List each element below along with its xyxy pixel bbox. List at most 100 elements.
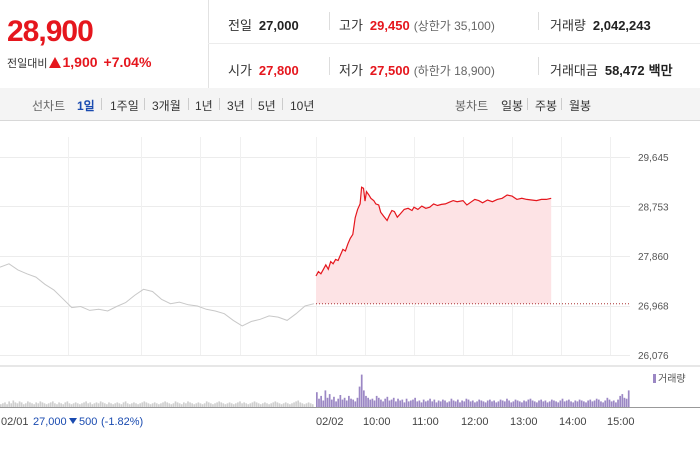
volume-bar-today — [384, 398, 387, 407]
volume-bar-today — [469, 401, 472, 407]
volume-bar-today — [625, 398, 628, 407]
volume-bar-prev — [207, 402, 210, 407]
volume-bar-today — [427, 400, 429, 407]
volume-bar-today — [454, 401, 457, 407]
volume-bar-today — [572, 402, 575, 407]
volume-bar-prev — [149, 404, 152, 407]
tab-3year[interactable]: 3년 — [227, 99, 245, 113]
volume-bar-today — [375, 395, 378, 407]
volume-bar-prev — [33, 404, 35, 407]
volume-bar-today — [568, 399, 570, 407]
volume-bar-prev — [191, 403, 193, 407]
volume-bar-today — [544, 400, 547, 407]
prev-day-line — [0, 263, 315, 327]
left-close-value: 27,000 — [33, 416, 67, 428]
tab-weekly-candle[interactable]: 주봉 — [535, 99, 558, 113]
volume-bar-prev — [83, 402, 85, 407]
volume-bar-today — [585, 402, 587, 407]
volume-bar-prev — [189, 402, 191, 407]
volume-bar-prev — [276, 402, 279, 407]
stat-high: 고가 29,450 (상한가 35,100) — [339, 15, 495, 34]
volume-bar-prev — [39, 401, 42, 407]
volume-bar-prev — [224, 404, 227, 407]
volume-bar-today — [360, 374, 363, 407]
volume-bar-prev — [6, 404, 8, 407]
x-tick-label: 15:00 — [607, 416, 635, 428]
volume-bar-prev — [262, 403, 264, 407]
volume-legend-label: 거래량 — [658, 373, 686, 385]
stat-label: 전일 — [228, 18, 252, 33]
volume-bar-prev — [237, 402, 239, 407]
volume-bar-prev — [18, 401, 21, 407]
volume-bar-prev — [259, 404, 262, 407]
volume-bar-prev — [203, 403, 206, 407]
volume-bar-today — [330, 399, 333, 407]
volume-bar-today — [358, 386, 361, 407]
volume-bar-prev — [170, 404, 173, 407]
volume-bar-today — [316, 392, 318, 407]
left-change-value: 500 — [79, 416, 97, 428]
volume-bar-prev — [185, 403, 187, 407]
volume-bar-today — [369, 399, 372, 407]
today-area-group — [316, 187, 552, 304]
tab-1year[interactable]: 1년 — [195, 99, 213, 113]
volume-bar-prev — [72, 403, 75, 407]
volume-bar-today — [437, 400, 440, 407]
tab-monthly-candle[interactable]: 월봉 — [569, 99, 592, 113]
current-price: 28,900 — [7, 15, 94, 48]
stats-grid: 전일 27,000 고가 29,450 (상한가 35,100) 거래량 2,042,2… — [208, 0, 700, 88]
divider — [282, 98, 283, 110]
volume-bar-prev — [264, 402, 266, 407]
volume-bar-today — [510, 402, 513, 407]
volume-bar-today — [339, 395, 342, 407]
divider — [329, 57, 330, 75]
volume-bar-today — [459, 402, 461, 407]
volume-bar-prev — [62, 404, 65, 407]
volume-bar-prev — [43, 403, 46, 407]
tab-10year[interactable]: 10년 — [290, 99, 315, 113]
tab-1week[interactable]: 1주일 — [110, 99, 139, 113]
tab-3month[interactable]: 3개월 — [152, 99, 181, 113]
volume-bar-today — [388, 400, 391, 407]
volume-bar-prev — [103, 403, 106, 407]
volume-bar-today — [593, 400, 596, 407]
volume-bar-prev — [164, 401, 166, 407]
divider — [101, 98, 102, 110]
x-axis-labels: 02/01 27,000 500 (-1.82%) 02/02 10:00 11:00 12:… — [1, 416, 635, 428]
volume-bar-today — [343, 397, 346, 408]
tab-daily-candle[interactable]: 일봉 — [501, 99, 524, 113]
volume-bar-prev — [197, 402, 200, 407]
volume-bar-today — [450, 398, 453, 407]
tab-5year[interactable]: 5년 — [258, 99, 276, 113]
volume-bar-today — [354, 401, 357, 407]
volume-bar-prev — [116, 402, 119, 407]
volume-bar-today — [476, 401, 478, 407]
volume-bar-prev — [41, 402, 44, 407]
x-tick-label: 02/02 — [316, 416, 344, 428]
volume-bar-prev — [234, 403, 237, 407]
volume-bar-today — [348, 395, 350, 407]
divider — [538, 12, 539, 30]
today-area-fill — [316, 187, 552, 304]
volume-bar-prev — [4, 402, 6, 407]
y-tick-label: 28,753 — [638, 203, 669, 214]
volume-bar-today — [409, 400, 412, 407]
volume-bar-prev — [24, 403, 27, 407]
stat-amount: 거래대금 58,472 백만 — [550, 60, 673, 79]
volume-bar-prev — [99, 401, 102, 407]
volume-bar-today — [429, 398, 431, 407]
volume-bar-prev — [151, 403, 154, 407]
volume-bar-prev — [112, 404, 114, 407]
volume-bar-today — [422, 399, 425, 407]
divider — [527, 98, 528, 110]
volume-bar-prev — [307, 402, 310, 407]
volume-bar-today — [523, 400, 525, 407]
volume-bar-today — [546, 402, 549, 407]
volume-bar-today — [420, 402, 423, 407]
divider — [561, 98, 562, 110]
tab-1day[interactable]: 1일 — [77, 99, 95, 113]
volume-bar-today — [399, 400, 402, 407]
volume-bar-prev — [280, 404, 283, 407]
volume-bar-today — [521, 402, 523, 407]
volume-bar-prev — [22, 404, 25, 407]
